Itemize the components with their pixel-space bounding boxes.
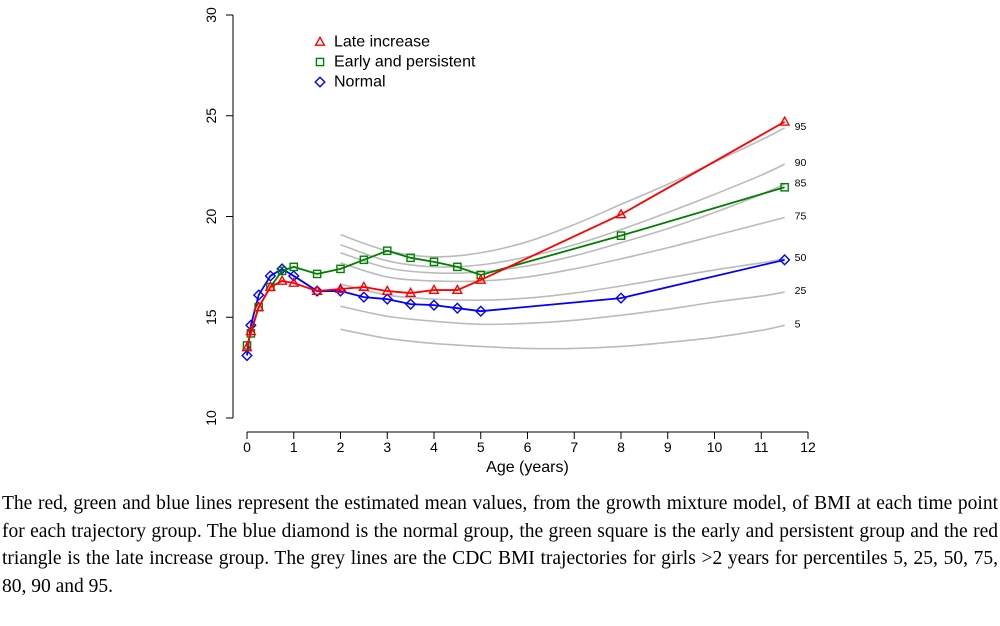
y-tick-label: 25	[203, 108, 219, 124]
data-point-early-and-persistent	[312, 269, 322, 279]
cdc-percentile-curve-95	[340, 127, 785, 258]
percentile-label-90: 90	[795, 157, 807, 169]
data-point-late-increase	[245, 325, 257, 336]
y-tick-label: 20	[203, 209, 219, 225]
data-point-normal	[778, 254, 791, 266]
cdc-percentile-curve-85	[340, 183, 785, 275]
y-tick-label: 15	[203, 309, 219, 325]
data-point-late-increase	[381, 285, 393, 295]
x-tick-label: 0	[243, 439, 251, 455]
x-tick-label: 10	[707, 439, 723, 455]
data-point-late-increase	[405, 287, 417, 297]
data-point-late-increase	[288, 276, 300, 287]
series-line-normal	[246, 258, 785, 356]
data-point-normal	[615, 292, 627, 304]
data-point-late-increase	[241, 341, 253, 352]
legend-label-normal: Normal	[334, 74, 386, 91]
legend-label-late-increase: Late increase	[334, 34, 430, 51]
data-point-normal	[287, 270, 300, 282]
data-point-early-and-persistent	[359, 255, 369, 265]
y-tick-label: 30	[203, 7, 219, 23]
cdc-percentile-curve-50	[340, 258, 785, 301]
data-point-normal	[241, 349, 253, 362]
figure-caption: The red, green and blue lines represent …	[2, 493, 998, 597]
cdc-percentile-curve-75	[340, 216, 785, 283]
data-point-normal	[358, 291, 370, 303]
legend-marker-normal	[314, 76, 326, 88]
data-point-late-increase	[615, 208, 627, 219]
data-point-early-and-persistent	[476, 270, 486, 280]
data-point-early-and-persistent	[406, 253, 415, 263]
data-point-normal	[451, 302, 464, 314]
data-point-early-and-persistent	[382, 246, 392, 256]
legend-marker-early-and-persistent	[315, 57, 325, 67]
data-point-normal	[474, 305, 487, 317]
percentile-label-75: 75	[795, 211, 807, 223]
percentile-label-95: 95	[795, 121, 807, 133]
data-point-late-increase	[451, 284, 463, 294]
x-tick-label: 2	[337, 439, 345, 455]
cdc-percentile-curve-5	[340, 324, 785, 350]
percentile-label-5: 5	[795, 318, 801, 330]
data-point-late-increase	[428, 284, 440, 294]
legend-marker-late-increase	[314, 35, 326, 46]
data-point-late-increase	[334, 283, 347, 293]
data-point-early-and-persistent	[336, 264, 345, 274]
percentile-label-25: 25	[795, 285, 807, 297]
percentile-label-85: 85	[795, 177, 807, 189]
data-point-early-and-persistent	[277, 266, 287, 276]
x-tick-label: 7	[570, 439, 578, 455]
x-tick-label: 5	[477, 439, 485, 455]
data-point-normal	[428, 299, 440, 311]
series-line-early-and-persistent	[246, 186, 785, 346]
data-point-late-increase	[475, 273, 487, 284]
data-point-late-increase	[358, 280, 370, 291]
x-tick-label: 3	[383, 439, 391, 455]
data-point-late-increase	[253, 301, 265, 312]
x-tick-label: 1	[290, 439, 298, 455]
data-point-normal	[264, 270, 277, 282]
data-point-normal	[404, 298, 417, 310]
cdc-percentile-curve-90	[340, 163, 785, 268]
x-tick-label: 4	[430, 439, 438, 455]
x-tick-label: 11	[754, 439, 769, 455]
x-tick-label: 6	[524, 439, 532, 455]
data-point-early-and-persistent	[453, 262, 462, 272]
data-point-late-increase	[276, 274, 288, 285]
y-tick-label: 10	[203, 410, 219, 426]
data-point-early-and-persistent	[616, 231, 626, 240]
data-point-late-increase	[311, 285, 323, 295]
legend-label-early-and-persistent: Early and persistent	[334, 54, 476, 71]
data-point-early-and-persistent	[429, 257, 439, 267]
x-tick-label: 8	[617, 439, 625, 455]
series-line-late-increase	[246, 121, 786, 348]
data-point-early-and-persistent	[289, 262, 299, 272]
data-point-late-increase	[264, 280, 276, 291]
x-tick-label: 12	[800, 439, 816, 455]
x-axis-title: Age (years)	[486, 459, 569, 476]
data-point-normal	[252, 289, 265, 301]
data-point-normal	[381, 293, 394, 305]
data-point-late-increase	[779, 115, 791, 126]
x-tick-label: 9	[664, 439, 672, 455]
cdc-percentile-curve-25	[340, 291, 785, 326]
percentile-label-50: 50	[795, 252, 807, 264]
data-point-early-and-persistent	[780, 182, 789, 192]
